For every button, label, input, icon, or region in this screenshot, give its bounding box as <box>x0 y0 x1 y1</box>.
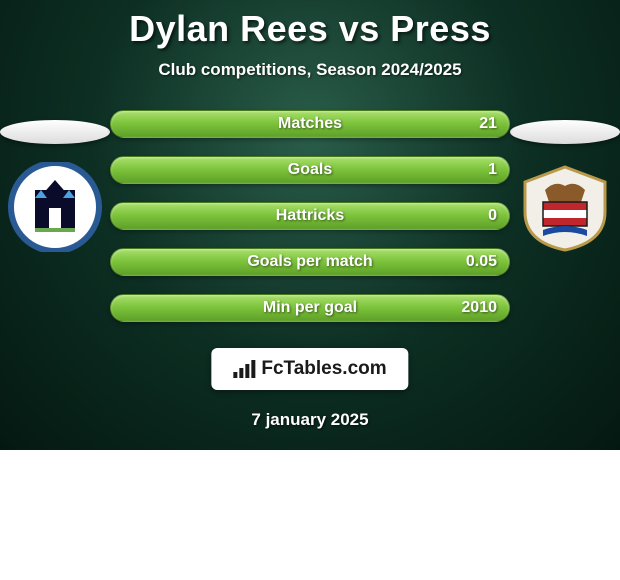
stat-right-value: 1 <box>488 161 497 179</box>
page-title: Dylan Rees vs Press <box>0 0 620 50</box>
brand-text: FcTables.com <box>261 358 386 380</box>
stat-pill-matches: Matches 21 <box>110 110 510 138</box>
stat-right-value: 0.05 <box>466 253 497 271</box>
stat-row: Min per goal 2010 <box>110 294 510 322</box>
player-left <box>0 120 110 252</box>
stat-pill-goals: Goals 1 <box>110 156 510 184</box>
stat-right-value: 0 <box>488 207 497 225</box>
stat-row: Goals 1 <box>110 156 510 184</box>
player-right <box>510 120 620 252</box>
avatar-placeholder-left <box>0 120 110 144</box>
club-badge-right <box>515 162 615 252</box>
stat-label: Matches <box>278 115 342 133</box>
comparison-card: Dylan Rees vs Press Club competitions, S… <box>0 0 620 450</box>
stat-row: Hattricks 0 <box>110 202 510 230</box>
club-badge-left <box>5 162 105 252</box>
brand-link[interactable]: FcTables.com <box>211 348 408 390</box>
bar-chart-icon <box>233 360 255 378</box>
stat-label: Min per goal <box>263 299 357 317</box>
stat-label: Goals per match <box>247 253 372 271</box>
stat-label: Goals <box>288 161 332 179</box>
subtitle: Club competitions, Season 2024/2025 <box>0 60 620 80</box>
stat-row: Goals per match 0.05 <box>110 248 510 276</box>
stat-right-value: 21 <box>479 115 497 133</box>
stat-pill-gpm: Goals per match 0.05 <box>110 248 510 276</box>
date-label: 7 january 2025 <box>0 410 620 430</box>
club-crest-left-icon <box>5 162 105 252</box>
avatar-placeholder-right <box>510 120 620 144</box>
club-crest-right-icon <box>515 162 615 252</box>
stats-list: Matches 21 Goals 1 Hattricks 0 Goals per… <box>110 110 510 340</box>
stat-row: Matches 21 <box>110 110 510 138</box>
stat-pill-hattricks: Hattricks 0 <box>110 202 510 230</box>
stat-label: Hattricks <box>276 207 344 225</box>
stat-pill-mpg: Min per goal 2010 <box>110 294 510 322</box>
stat-right-value: 2010 <box>461 299 497 317</box>
